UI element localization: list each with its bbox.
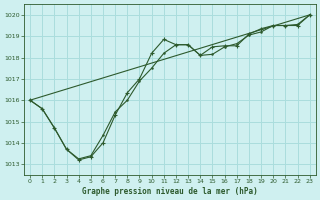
X-axis label: Graphe pression niveau de la mer (hPa): Graphe pression niveau de la mer (hPa): [82, 187, 258, 196]
